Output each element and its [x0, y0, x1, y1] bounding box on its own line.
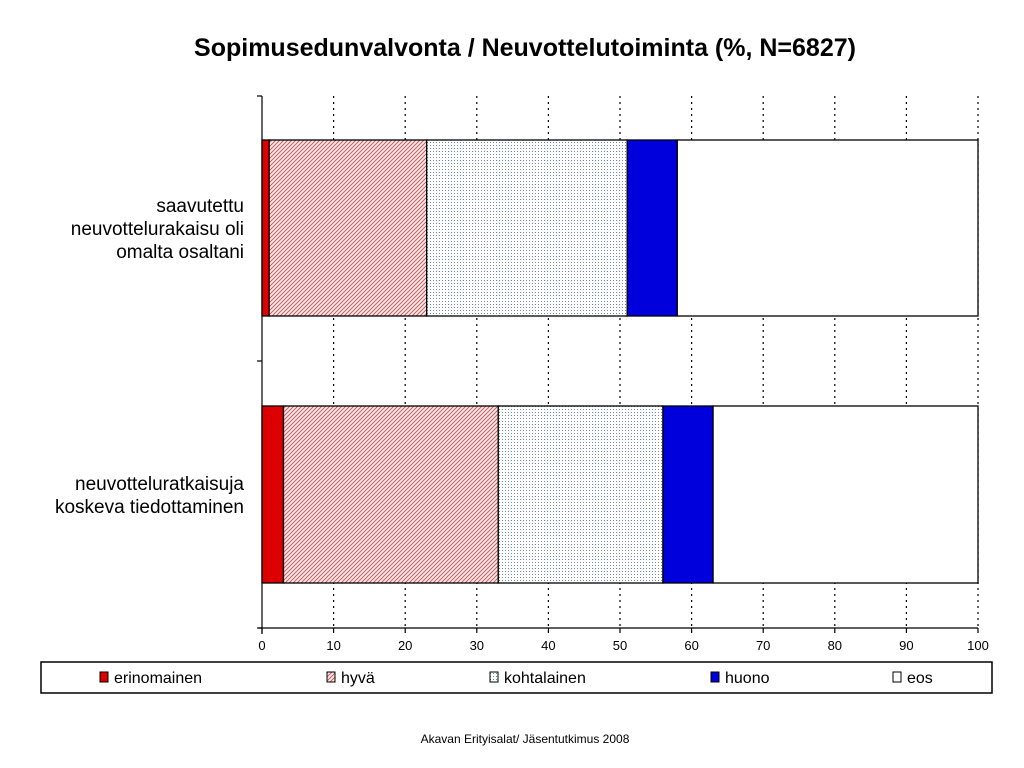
- x-tick-label: 30: [470, 638, 484, 653]
- bar-erinomainen-1: [261, 139, 270, 317]
- x-tick-label: 80: [828, 638, 842, 653]
- category-label-line: neuvottelurakaisu oli: [71, 219, 244, 240]
- legend-box: [40, 661, 993, 694]
- bar-hyvä-1: [268, 139, 428, 317]
- legend-swatch-hyvä: [326, 671, 336, 683]
- bar-eos-2: [712, 405, 979, 584]
- bars: [261, 139, 979, 584]
- x-tick-label: 90: [899, 638, 913, 653]
- bar-hyvä-2: [282, 405, 499, 584]
- x-tick-label: 10: [326, 638, 340, 653]
- axes: [257, 95, 979, 634]
- category-label-line: koskeva tiedottaminen: [55, 497, 244, 518]
- x-tick-label: 0: [258, 638, 265, 653]
- bar-huono-2: [662, 405, 714, 584]
- category-label-2: neuvotteluratkaisuja koskeva tiedottamine…: [55, 474, 244, 518]
- x-tick-label: 50: [613, 638, 627, 653]
- category-labels: saavutettu neuvottelurakaisu oli omalta os…: [55, 196, 244, 518]
- legend-label-eos: eos: [907, 670, 933, 687]
- grid-lines: [333, 96, 979, 628]
- bar-huono-1: [626, 139, 678, 317]
- bar-kohtalainen-1: [426, 139, 628, 317]
- category-label-line: omalta osaltani: [116, 242, 244, 263]
- legend-label-erinomainen: erinomainen: [114, 670, 202, 687]
- x-tick-label: 60: [684, 638, 698, 653]
- x-tick-label: 20: [398, 638, 412, 653]
- x-tick-labels: 0 10 20 30 40 50 60 70 80 90 100: [258, 638, 988, 653]
- footer-source: Akavan Erityisalat/ Jäsentutkimus 2008: [421, 732, 630, 746]
- legend-swatch-kohtalainen: [489, 671, 499, 683]
- legend-label-hyvä: hyvä: [341, 670, 375, 687]
- category-label-line: saavutettu: [156, 196, 244, 217]
- chart-title: Sopimusedunvalvonta / Neuvottelutoiminta…: [194, 34, 856, 62]
- category-label-1: saavutettu neuvottelurakaisu oli omalta os…: [71, 196, 244, 263]
- legend-swatch-erinomainen: [99, 671, 109, 683]
- x-tick-label: 40: [541, 638, 555, 653]
- bar-erinomainen-2: [261, 405, 285, 584]
- legend-label-kohtalainen: kohtalainen: [504, 670, 586, 687]
- legend: erinomainen hyvä kohtalainen huono eos: [40, 661, 993, 694]
- legend-label-huono: huono: [725, 670, 770, 687]
- bar-kohtalainen-2: [497, 405, 664, 584]
- bar-eos-1: [676, 139, 979, 317]
- category-label-line: neuvotteluratkaisuja: [75, 474, 244, 495]
- legend-swatch-eos: [892, 671, 902, 683]
- x-tick-label: 70: [756, 638, 770, 653]
- legend-swatch-huono: [710, 671, 720, 683]
- x-tick-label: 100: [967, 638, 989, 653]
